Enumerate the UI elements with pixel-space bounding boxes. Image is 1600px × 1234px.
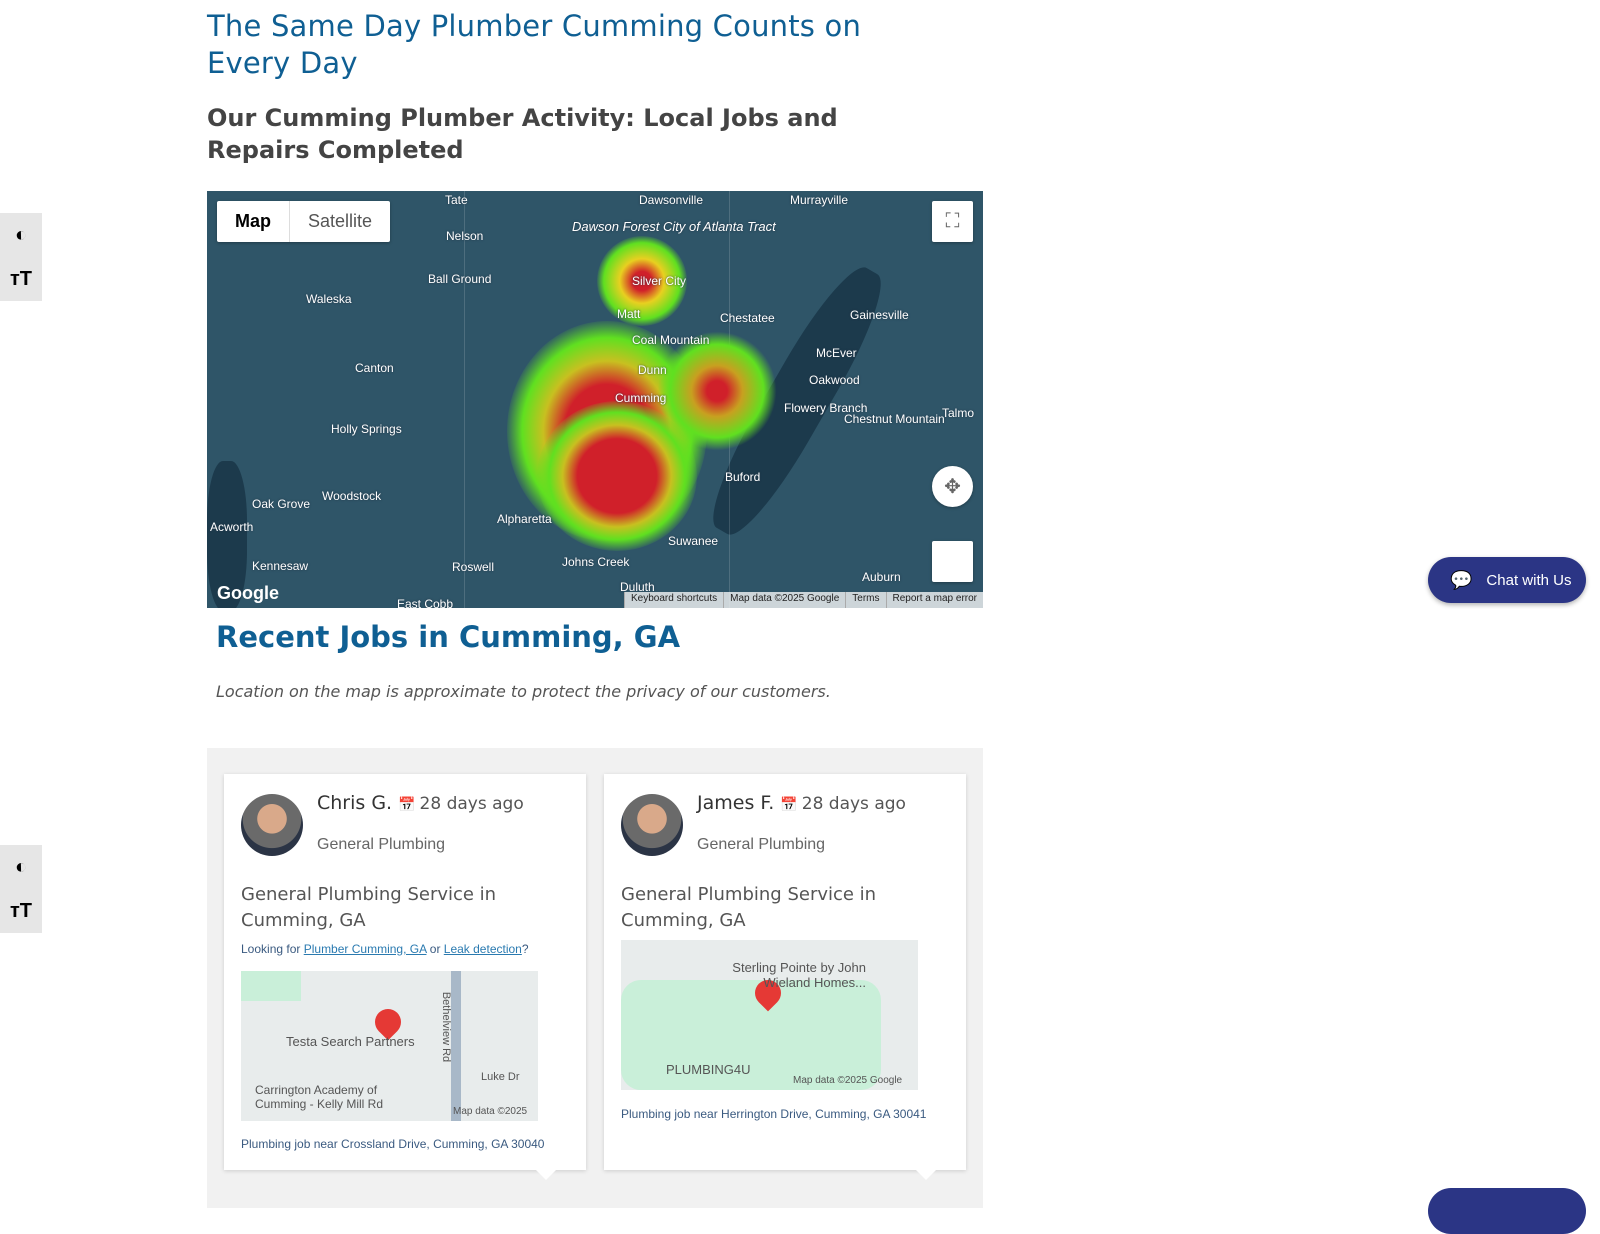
job-location-map[interactable]: Testa Search Partners Bethelview Rd Luke… bbox=[241, 971, 538, 1121]
map-label: Dunn bbox=[638, 363, 667, 377]
map-label: McEver bbox=[816, 346, 857, 360]
job-card: James F. 📅 28 days ago General Plumbing Ge… bbox=[604, 774, 966, 1180]
job-title: General Plumbing Service in Cumming, GA bbox=[241, 884, 497, 931]
map-label: Oakwood bbox=[809, 373, 860, 387]
job-address: Plumbing job near Herrington Drive, Cumm… bbox=[621, 1107, 927, 1121]
calendar-icon: 📅 bbox=[780, 797, 798, 813]
fullscreen-icon[interactable]: ⛶ bbox=[932, 201, 973, 242]
job-card: Chris G. 📅 28 days ago General Plumbing Ge… bbox=[224, 774, 586, 1180]
map-label: Woodstock bbox=[322, 489, 382, 503]
map-label: Kennesaw bbox=[252, 559, 309, 573]
map-footer: Keyboard shortcuts Map data ©2025 Google… bbox=[623, 592, 983, 608]
map-label: Chestnut Mountain bbox=[844, 412, 945, 426]
map-label: Acworth bbox=[210, 520, 254, 534]
privacy-note: Location on the map is approximate to pr… bbox=[216, 682, 831, 701]
chat-with-us-button[interactable]: 💬 Chat with Us bbox=[1428, 557, 1586, 603]
looking-for-text: Looking for Plumber Cumming, GA or Leak … bbox=[241, 942, 529, 956]
recent-jobs-title: Recent Jobs in Cumming, GA bbox=[216, 620, 681, 654]
calendar-icon: 📅 bbox=[398, 797, 416, 813]
job-category: General Plumbing bbox=[697, 836, 826, 853]
map-label: Suwanee bbox=[668, 534, 719, 548]
technician-name: James F. bbox=[697, 792, 775, 814]
technician-name: Chris G. bbox=[317, 792, 393, 814]
job-date: 28 days ago bbox=[419, 794, 524, 814]
map-label-forest: Dawson Forest City of Atlanta Tract bbox=[572, 219, 776, 234]
map-label: Alpharetta bbox=[497, 512, 552, 526]
job-date: 28 days ago bbox=[801, 794, 906, 814]
map-label: Nelson bbox=[446, 229, 484, 243]
map-label: Oak Grove bbox=[252, 497, 311, 511]
accessibility-toolbar-2: ◐ ᴛT bbox=[0, 845, 42, 933]
map-type-control: Map Satellite bbox=[217, 201, 391, 242]
keyboard-shortcuts-link[interactable]: Keyboard shortcuts bbox=[623, 592, 723, 608]
map-label: Ball Ground bbox=[428, 272, 492, 286]
leak-detection-link[interactable]: Leak detection bbox=[443, 942, 522, 956]
job-title: General Plumbing Service in Cumming, GA bbox=[621, 884, 877, 931]
map-data-text: Map data ©2025 Google bbox=[723, 592, 845, 608]
terms-link[interactable]: Terms bbox=[845, 592, 885, 608]
accessibility-toolbar: ◐ ᴛT bbox=[0, 213, 42, 301]
map-control-blank-button[interactable] bbox=[932, 541, 973, 582]
map-label: Cumming bbox=[615, 391, 667, 405]
font-size-toggle-icon[interactable]: ᴛT bbox=[9, 899, 32, 922]
map-label: Gainesville bbox=[850, 308, 909, 322]
section-subtitle: Our Cumming Plumber Activity: Local Jobs… bbox=[207, 104, 838, 164]
map-label: Canton bbox=[355, 361, 394, 375]
job-category: General Plumbing bbox=[317, 836, 446, 853]
map-label: Silver City bbox=[632, 274, 687, 288]
camera-control-icon[interactable]: ✥ bbox=[932, 466, 973, 507]
map-label: Duluth bbox=[620, 580, 655, 594]
avatar bbox=[621, 794, 683, 856]
map-label: Auburn bbox=[862, 570, 901, 584]
avatar bbox=[241, 794, 303, 856]
font-size-toggle-icon[interactable]: ᴛT bbox=[9, 267, 32, 290]
page-title: The Same Day Plumber Cumming Counts on E… bbox=[207, 9, 862, 80]
map-type-satellite-button[interactable]: Satellite bbox=[308, 211, 373, 231]
map-label: Tate bbox=[445, 193, 468, 207]
map-label: Coal Mountain bbox=[632, 333, 710, 347]
map-label: Matt bbox=[617, 307, 641, 321]
chat-bubbles-icon: 💬 bbox=[1450, 569, 1473, 590]
map-label: Holly Springs bbox=[331, 422, 402, 436]
map-label: Roswell bbox=[452, 560, 495, 574]
map-label: Buford bbox=[725, 470, 761, 484]
jobs-carousel: Chris G. 📅 28 days ago General Plumbing Ge… bbox=[207, 748, 983, 1208]
map-label: Murrayville bbox=[790, 193, 849, 207]
chat-button-secondary[interactable] bbox=[1428, 1188, 1586, 1234]
plumber-cumming-link[interactable]: Plumber Cumming, GA bbox=[303, 942, 427, 956]
google-logo: Google bbox=[217, 583, 279, 603]
map-label: Chestatee bbox=[720, 311, 775, 325]
heatmap-map[interactable]: Tate Dawsonville Murrayville Nelson Ball Gro… bbox=[207, 191, 983, 608]
map-label: Dawsonville bbox=[639, 193, 704, 207]
job-address: Plumbing job near Crossland Drive, Cummi… bbox=[241, 1137, 545, 1151]
contrast-toggle-icon[interactable]: ◐ bbox=[14, 223, 28, 246]
map-label: Flowery Branch bbox=[784, 401, 868, 415]
map-label: Talmo bbox=[942, 406, 975, 420]
map-label: East Cobb bbox=[397, 597, 454, 608]
report-error-link[interactable]: Report a map error bbox=[885, 592, 983, 608]
contrast-toggle-icon[interactable]: ◐ bbox=[14, 855, 28, 878]
map-label: Johns Creek bbox=[562, 555, 630, 569]
map-label: Waleska bbox=[306, 292, 352, 306]
job-location-map[interactable]: Sterling Pointe by John Wieland Homes...… bbox=[621, 940, 918, 1090]
map-type-map-button[interactable]: Map bbox=[217, 201, 290, 242]
